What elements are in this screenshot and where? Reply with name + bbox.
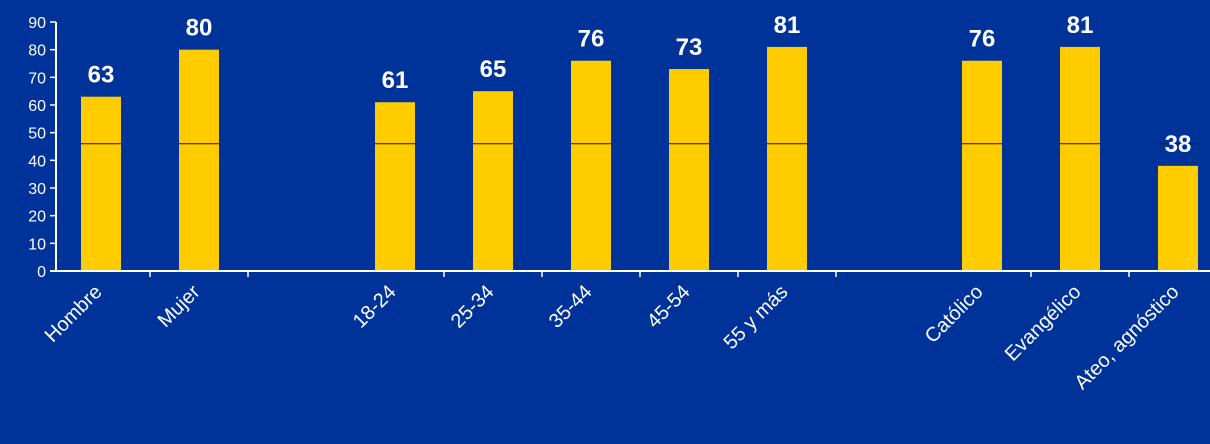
bar-25-34 — [473, 91, 513, 271]
y-tick-label-50: 50 — [28, 126, 46, 143]
y-tick-label-30: 30 — [28, 181, 46, 198]
data-label-mujer: 80 — [186, 15, 213, 42]
bar-catolico — [962, 61, 1002, 271]
data-label-35-44: 76 — [578, 26, 605, 53]
category-label-35-44: 35-44 — [545, 281, 597, 333]
bar-35-44 — [571, 61, 611, 271]
category-label-catolico: Católico — [921, 281, 988, 348]
bar-hombre — [81, 97, 121, 271]
bar-55-y-mas — [767, 47, 807, 271]
data-label-25-34: 65 — [480, 56, 507, 83]
data-label-hombre: 63 — [88, 62, 115, 89]
bar-mujer — [179, 50, 219, 271]
data-label-catolico: 76 — [969, 26, 996, 53]
category-label-55-y-mas: 55 y más — [720, 281, 793, 354]
category-label-45-54: 45-54 — [643, 281, 695, 333]
category-label-mujer: Mujer — [154, 281, 205, 332]
category-label-18-24: 18-24 — [349, 281, 401, 333]
category-label-ateo-agnostico: Ateo, agnóstico — [1070, 281, 1183, 394]
y-tick-label-80: 80 — [28, 43, 46, 60]
data-label-evangelico: 81 — [1067, 12, 1094, 39]
data-label-ateo-agnostico: 38 — [1165, 131, 1192, 158]
bar-45-54 — [669, 69, 709, 271]
data-label-45-54: 73 — [676, 34, 703, 61]
y-tick-label-40: 40 — [28, 153, 46, 170]
y-tick-label-0: 0 — [37, 264, 46, 281]
data-label-55-y-mas: 81 — [774, 12, 801, 39]
y-tick-label-60: 60 — [28, 98, 46, 115]
bar-ateo-agnostico — [1158, 166, 1198, 271]
y-tick-label-70: 70 — [28, 70, 46, 87]
category-label-evangelico: Evangélico — [1001, 281, 1086, 366]
y-tick-label-10: 10 — [28, 236, 46, 253]
bar-18-24 — [375, 102, 415, 271]
data-label-18-24: 61 — [382, 67, 409, 94]
category-label-hombre: Hombre — [41, 281, 107, 347]
category-label-25-34: 25-34 — [447, 281, 499, 333]
bar-evangelico — [1060, 47, 1100, 271]
y-tick-label-20: 20 — [28, 209, 46, 226]
y-tick-label-90: 90 — [28, 15, 46, 32]
bars-layer — [81, 47, 1198, 271]
